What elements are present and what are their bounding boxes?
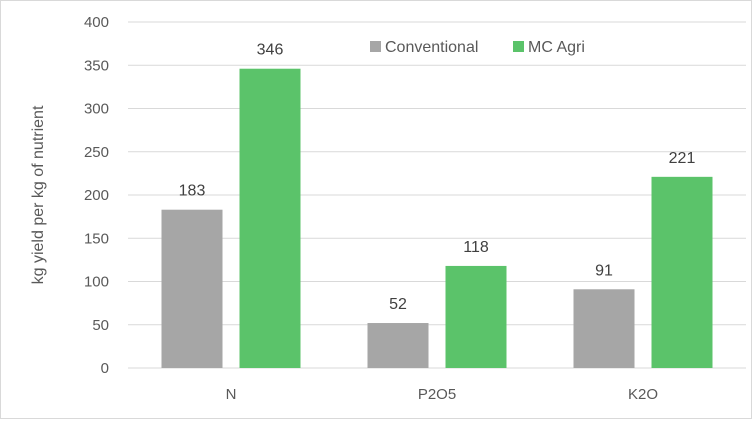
y-tick-label: 250	[84, 144, 109, 161]
legend-swatch	[513, 41, 524, 52]
data-label: 52	[389, 296, 407, 313]
bar-mc-agri-n	[239, 68, 301, 369]
legend-label: Conventional	[385, 39, 478, 56]
y-tick-label: 50	[92, 317, 109, 334]
data-label: 183	[179, 183, 206, 200]
y-tick-label: 350	[84, 57, 109, 74]
y-tick-label: 300	[84, 101, 109, 118]
y-tick-label: 150	[84, 230, 109, 247]
y-tick-label: 400	[84, 14, 109, 31]
x-axis-ticks: N P2O5 K2O	[226, 386, 658, 403]
legend-label: MC Agri	[528, 39, 585, 56]
bar-mc-agri-k2o	[651, 176, 713, 368]
y-tick-label: 100	[84, 274, 109, 291]
data-label: 91	[595, 262, 613, 279]
x-tick-label: K2O	[628, 386, 658, 403]
y-axis-label: kg yield per kg of nutrient	[30, 105, 47, 284]
bar-conventional-k2o	[573, 289, 635, 368]
bar-conventional-p2o5	[367, 323, 429, 368]
data-label: 118	[463, 239, 489, 256]
data-label: 221	[669, 150, 696, 167]
x-tick-label: P2O5	[418, 386, 456, 403]
legend: Conventional MC Agri	[370, 39, 585, 56]
data-labels: 183 346 52 118 91 221	[179, 42, 696, 313]
data-label: 346	[257, 42, 284, 59]
bars	[161, 68, 713, 369]
x-tick-label: N	[226, 386, 237, 403]
y-tick-label: 200	[84, 187, 109, 204]
gridlines	[128, 21, 746, 369]
y-axis-ticks: 0 50 100 150 200 250 300 350 400	[84, 14, 109, 377]
bar-mc-agri-p2o5	[445, 265, 507, 368]
bar-conventional-n	[161, 209, 223, 368]
legend-swatch	[370, 41, 381, 52]
y-tick-label: 0	[101, 360, 109, 377]
